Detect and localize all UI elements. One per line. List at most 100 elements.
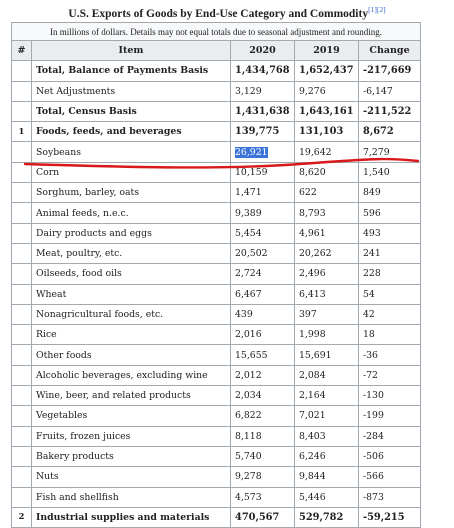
row-change: 228 <box>357 263 422 285</box>
row-value-2020: 20,502 <box>230 242 295 265</box>
row-value-2019: 1,998 <box>294 324 359 346</box>
row-index <box>11 60 32 82</box>
row-item: Net Adjustments <box>31 80 231 102</box>
row-value-2020: 6,822 <box>230 405 295 427</box>
row-index: 1 <box>11 121 32 143</box>
row-value-2020: 1,471 <box>230 182 295 204</box>
row-item: Corn <box>31 161 231 184</box>
table-row: 2 Industrial supplies and materials 470,56… <box>11 506 422 528</box>
row-value-2019: 9,276 <box>294 80 359 102</box>
row-index <box>11 100 32 123</box>
table-body: Total, Balance of Payments Basis 1,434,76… <box>11 60 422 528</box>
row-change: -873 <box>357 486 422 508</box>
row-index <box>11 141 32 163</box>
table-row: Alcoholic beverages, excluding wine 2,012… <box>11 364 422 387</box>
row-index <box>11 445 32 468</box>
row-item: Vegetables <box>31 405 231 427</box>
row-value-2019: 8,793 <box>294 202 359 224</box>
row-item: Soybeans <box>31 141 231 163</box>
row-change: -284 <box>357 425 422 447</box>
row-change: 8,672 <box>357 121 422 143</box>
row-change: 42 <box>357 303 422 326</box>
row-value-2020: 8,118 <box>230 425 295 447</box>
row-index <box>11 263 32 285</box>
table-note: In millions of dollars. Details may not … <box>10 22 422 41</box>
row-value-2020: 4,573 <box>230 486 295 508</box>
reference-links[interactable]: [1][2] <box>368 5 386 14</box>
row-change: 7,279 <box>357 141 422 163</box>
caption-title: U.S. Exports of Goods by End-Use Categor… <box>68 7 369 20</box>
table-row: Vegetables 6,822 7,021 -199 <box>11 405 422 427</box>
row-value-2019: 622 <box>294 182 359 204</box>
table-row: Soybeans 26,921 19,642 7,279 <box>11 141 422 163</box>
table-row: Dairy products and eggs 5,454 4,961 493 <box>11 222 422 244</box>
page-edge <box>430 0 454 520</box>
row-value-2020: 9,389 <box>230 202 295 224</box>
table-row: Sorghum, barley, oats 1,471 622 849 <box>11 182 422 204</box>
table-row: Wine, beer, and related products 2,034 2,1… <box>11 385 422 407</box>
exports-table: In millions of dollars. Details may not … <box>10 22 422 528</box>
row-value-2019: 1,643,161 <box>294 100 359 123</box>
row-index <box>11 486 32 508</box>
row-item: Other foods <box>31 344 231 366</box>
row-value-2019: 2,084 <box>294 364 359 387</box>
row-item: Sorghum, barley, oats <box>31 182 231 204</box>
row-value-2019: 19,642 <box>294 141 359 163</box>
row-value-2019: 7,021 <box>294 405 359 427</box>
row-index <box>11 466 32 488</box>
row-index <box>11 425 32 447</box>
row-item: Bakery products <box>31 445 231 468</box>
row-value-2020: 10,159 <box>230 161 295 184</box>
row-index <box>11 161 32 184</box>
row-item: Fruits, frozen juices <box>31 425 231 447</box>
table-row: Meat, poultry, etc. 20,502 20,262 241 <box>11 242 422 265</box>
table-header-row: # Item 2020 2019 Change <box>11 39 422 62</box>
table-row: Total, Census Basis 1,431,638 1,643,161 -21… <box>11 100 422 123</box>
row-value-2020: 2,012 <box>230 364 295 387</box>
header-2019[interactable]: 2019 <box>294 39 359 62</box>
row-change: -130 <box>357 385 422 407</box>
row-index <box>11 242 32 265</box>
row-value-2019: 20,262 <box>294 242 359 265</box>
table-row: Nonagricultural foods, etc. 439 397 42 <box>11 303 422 326</box>
row-value-2019: 529,782 <box>294 506 359 528</box>
row-change: 596 <box>357 202 422 224</box>
header-index[interactable]: # <box>11 39 32 62</box>
selected-text[interactable]: 26,921 <box>235 146 268 158</box>
row-item: Rice <box>31 324 231 346</box>
row-item: Nuts <box>31 466 231 488</box>
table-row: Wheat 6,467 6,413 54 <box>11 283 422 305</box>
row-change: -199 <box>357 405 422 427</box>
table-row: 1 Foods, feeds, and beverages 139,775 131,1… <box>11 121 422 143</box>
row-value-2019: 6,246 <box>294 445 359 468</box>
row-index <box>11 80 32 102</box>
row-value-2019: 131,103 <box>294 121 359 143</box>
table-note-row: In millions of dollars. Details may not … <box>10 22 422 41</box>
row-index: 2 <box>11 506 32 528</box>
table-row: Rice 2,016 1,998 18 <box>11 324 422 346</box>
header-item[interactable]: Item <box>31 39 231 62</box>
row-change: -36 <box>357 344 422 366</box>
row-value-2020: 6,467 <box>230 283 295 305</box>
header-change[interactable]: Change <box>357 39 422 62</box>
table-row: Other foods 15,655 15,691 -36 <box>11 344 422 366</box>
row-change: -72 <box>357 364 422 387</box>
table-caption: U.S. Exports of Goods by End-Use Categor… <box>0 5 454 20</box>
row-change: -211,522 <box>357 100 422 123</box>
table-row: Total, Balance of Payments Basis 1,434,76… <box>11 60 422 82</box>
table-row: Bakery products 5,740 6,246 -506 <box>11 445 422 468</box>
row-change: -59,215 <box>357 506 422 528</box>
row-value-2019: 8,620 <box>294 161 359 184</box>
row-item: Foods, feeds, and beverages <box>31 121 231 143</box>
row-index <box>11 344 32 366</box>
row-value-2019: 15,691 <box>294 344 359 366</box>
row-item: Wheat <box>31 283 231 305</box>
header-2020[interactable]: 2020 <box>230 39 295 62</box>
row-value-2020: 470,567 <box>230 506 295 528</box>
row-value-2019: 2,496 <box>294 263 359 285</box>
row-item: Dairy products and eggs <box>31 222 231 244</box>
row-value-2020-selected: 26,921 <box>230 141 295 163</box>
row-index <box>11 405 32 427</box>
row-change: 241 <box>357 242 422 265</box>
